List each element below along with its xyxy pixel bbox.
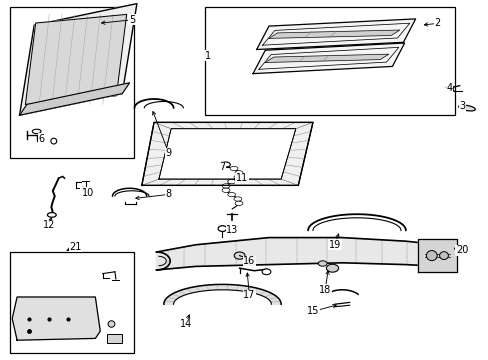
Ellipse shape [47, 212, 56, 217]
Ellipse shape [235, 171, 243, 175]
Polygon shape [256, 19, 415, 49]
Text: 13: 13 [225, 225, 238, 235]
Text: 18: 18 [318, 285, 331, 295]
Ellipse shape [227, 179, 235, 184]
Polygon shape [253, 43, 404, 74]
Ellipse shape [222, 188, 229, 193]
Ellipse shape [446, 85, 453, 90]
Text: 20: 20 [455, 245, 468, 255]
Bar [205, 7, 454, 115]
Ellipse shape [318, 261, 326, 266]
Ellipse shape [234, 252, 244, 259]
Text: 15: 15 [306, 306, 319, 316]
Ellipse shape [221, 162, 230, 167]
Text: 2: 2 [434, 18, 440, 28]
Polygon shape [20, 83, 129, 115]
Ellipse shape [218, 226, 226, 231]
Ellipse shape [233, 197, 241, 201]
Polygon shape [417, 239, 456, 272]
Polygon shape [268, 30, 399, 38]
Ellipse shape [108, 321, 115, 327]
Text: 21: 21 [69, 242, 82, 252]
Text: 19: 19 [328, 240, 341, 250]
Polygon shape [163, 284, 281, 304]
Text: 3: 3 [458, 101, 464, 111]
Ellipse shape [230, 166, 238, 171]
Bar [10, 7, 134, 158]
Text: 4: 4 [446, 83, 452, 93]
Text: 8: 8 [165, 189, 171, 199]
Text: 17: 17 [243, 290, 255, 300]
Polygon shape [20, 4, 137, 115]
Ellipse shape [235, 201, 243, 206]
Ellipse shape [233, 175, 241, 179]
Bar [106, 334, 122, 343]
Bar [10, 252, 134, 353]
Ellipse shape [222, 184, 229, 188]
Text: 11: 11 [235, 173, 248, 183]
Ellipse shape [262, 269, 270, 275]
Ellipse shape [458, 105, 474, 111]
Text: 16: 16 [243, 256, 255, 266]
Ellipse shape [326, 264, 338, 272]
Text: 9: 9 [165, 148, 171, 158]
Ellipse shape [246, 257, 255, 263]
Text: 7: 7 [219, 162, 225, 172]
Polygon shape [159, 129, 295, 179]
Polygon shape [12, 297, 100, 340]
Ellipse shape [426, 251, 436, 261]
Polygon shape [265, 54, 388, 62]
Text: 12: 12 [42, 220, 55, 230]
Polygon shape [142, 122, 312, 185]
Polygon shape [25, 14, 126, 104]
Polygon shape [156, 238, 449, 270]
Text: 14: 14 [179, 319, 192, 329]
Text: 5: 5 [129, 15, 135, 25]
Ellipse shape [227, 193, 235, 197]
Ellipse shape [439, 252, 447, 260]
Text: 10: 10 [81, 188, 94, 198]
Text: 6: 6 [39, 134, 44, 144]
Text: 1: 1 [204, 51, 210, 61]
